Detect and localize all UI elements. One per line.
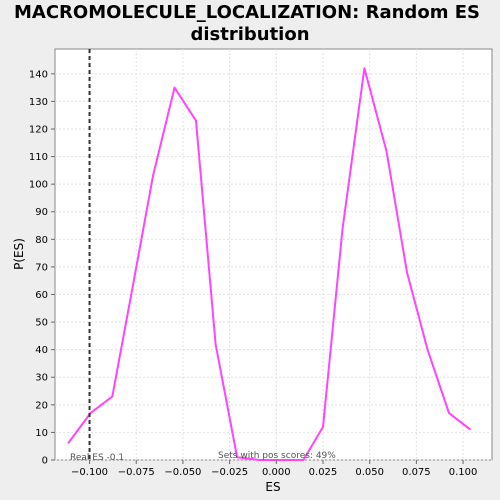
y-tick-label: 120 [29,124,48,135]
series-line [67,67,472,461]
plot-area [54,48,493,461]
y-tick-label: 0 [42,456,48,467]
x-tick-label: −0.075 [118,467,155,478]
y-tick-label: 40 [35,345,48,356]
y-tick-label: 20 [35,400,48,411]
x-tick-label: 0.100 [449,467,478,478]
y-tick-label: 70 [35,262,48,273]
real-es-annotation: Real ES -0.1 [70,453,124,463]
y-axis-label: P(ES) [12,238,26,270]
x-tick-label: 0.025 [309,467,338,478]
chart-title-line-2: distribution [190,24,309,45]
x-axis-label: ES [265,480,280,494]
x-tick-label: −0.050 [164,467,201,478]
y-tick-label: 60 [35,290,48,301]
y-tick-label: 10 [35,428,48,439]
y-tick-label: 130 [29,97,48,108]
y-tick-label: 140 [29,69,48,80]
pos-scores-annotation: Sets with pos scores: 49% [218,451,336,461]
y-tick-label: 110 [29,152,48,163]
x-tick-label: 0.050 [355,467,384,478]
x-tick-label: −0.025 [211,467,248,478]
y-tick-label: 30 [35,373,48,384]
x-tick-label: −0.100 [71,467,108,478]
series-lines [67,67,472,461]
x-tick-label: 0.000 [262,467,291,478]
y-tick-label: 80 [35,235,48,246]
grid [55,49,492,461]
y-axis: 0 10 20 30 40 50 60 70 80 90 100 110 120 130 140 [29,69,55,467]
chart-title-line-1: MACROMOLECULE_LOCALIZATION: Random ES [14,2,480,23]
y-tick-label: 90 [35,207,48,218]
x-axis: −0.100 −0.075 −0.050 −0.025 0.000 0.025 0.050 0… [71,460,477,478]
x-tick-label: 0.075 [402,467,431,478]
y-tick-label: 50 [35,318,48,329]
y-tick-label: 100 [29,180,48,191]
